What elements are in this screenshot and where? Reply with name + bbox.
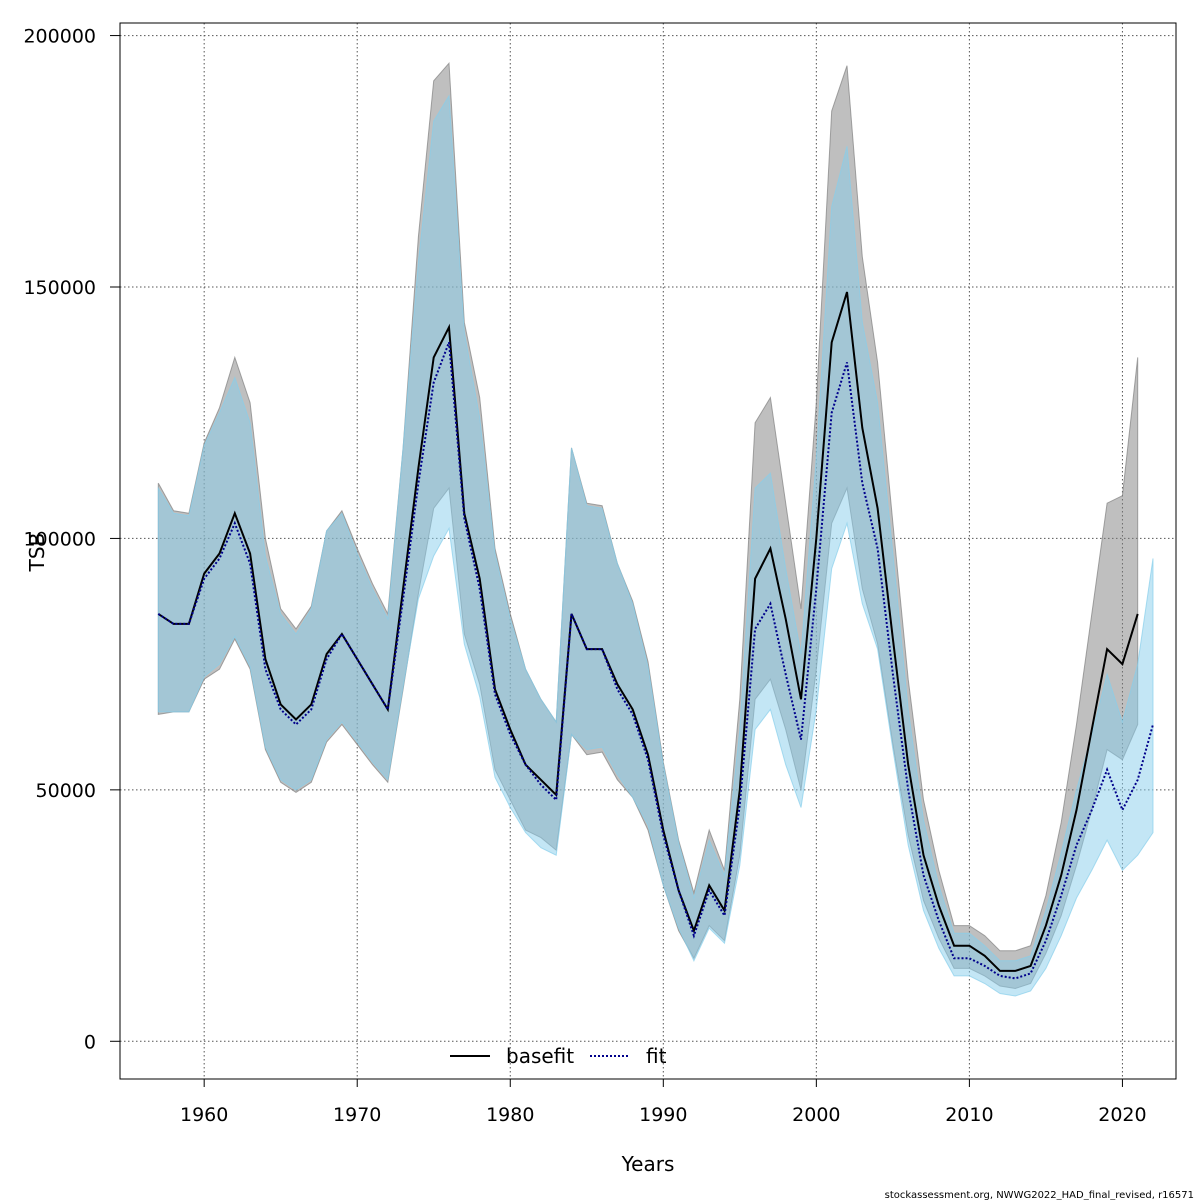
x-axis-ticks: 1960 1970 1980 1990 2000 2010 2020 (180, 1079, 1147, 1126)
y-tick-label-100000: 100000 (23, 528, 96, 550)
legend-label-basefit: basefit (506, 1044, 574, 1068)
series-lines (157, 291, 1154, 980)
y-tick-label-200000: 200000 (23, 26, 96, 48)
x-tick-label-1960: 1960 (180, 1104, 228, 1126)
y-tick-label-50000: 50000 (36, 780, 96, 802)
x-tick-label-2010: 2010 (945, 1104, 993, 1126)
x-axis-title: Years (621, 1152, 675, 1176)
plot-frame (119, 22, 1177, 1080)
x-tick-label-2000: 2000 (792, 1104, 840, 1126)
band-fit (157, 94, 1154, 997)
credit-text: stockassessment.org, NWWG2022_HAD_final_… (885, 1190, 1194, 1200)
legend-label-fit: fit (646, 1044, 667, 1068)
series-line-fit (157, 341, 1154, 980)
legend: basefit fit (450, 1044, 667, 1068)
confidence-bands (157, 61, 1154, 997)
y-tick-label-150000: 150000 (23, 277, 96, 299)
y-axis-title: TSB (25, 533, 49, 573)
y-tick-label-0: 0 (84, 1031, 96, 1053)
y-axis-ticks: 0 50000 100000 150000 200000 (23, 26, 120, 1053)
series-line-basefit (157, 291, 1139, 972)
x-tick-label-1970: 1970 (333, 1104, 381, 1126)
x-tick-label-1980: 1980 (486, 1104, 534, 1126)
x-tick-label-2020: 2020 (1098, 1104, 1146, 1126)
x-tick-label-1990: 1990 (639, 1104, 687, 1126)
